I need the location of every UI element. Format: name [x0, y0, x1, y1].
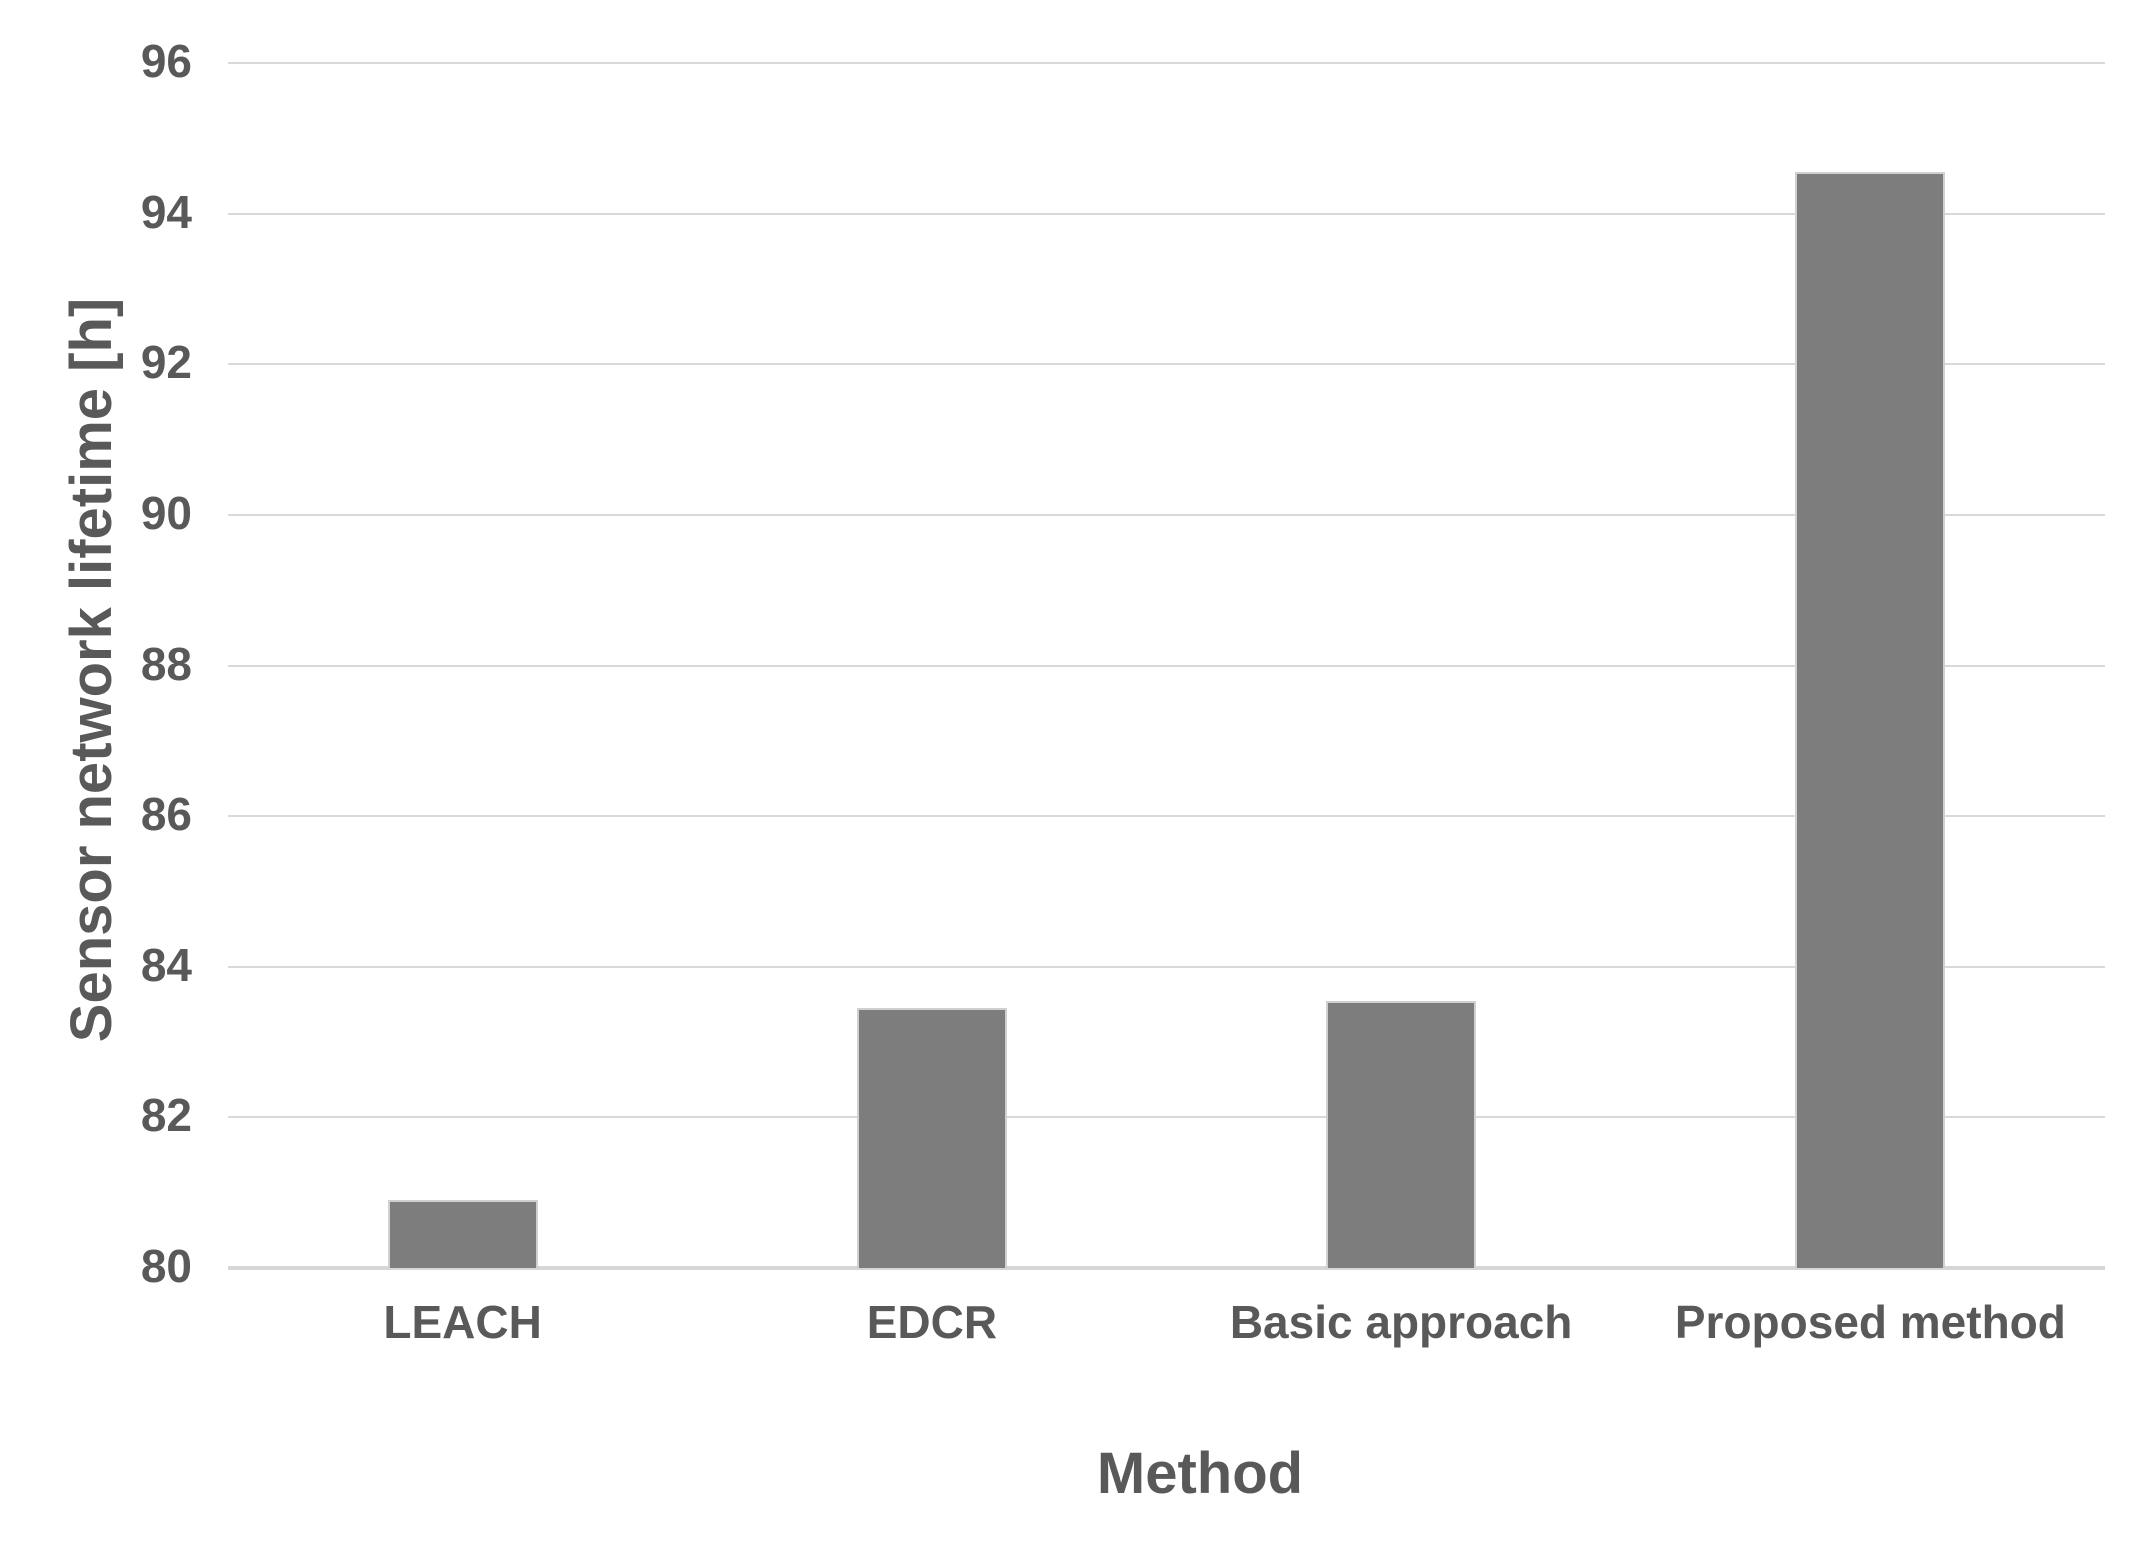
y-tick-label-94: 94	[140, 185, 192, 238]
y-tick-label-92: 92	[140, 336, 192, 389]
gridline-84	[228, 965, 2105, 968]
y-tick-label-90: 90	[140, 487, 192, 540]
bar-basic-approach	[1326, 1000, 1477, 1268]
gridline-90	[228, 513, 2105, 516]
x-category-label-proposed-method: Proposed method	[1674, 1296, 2066, 1348]
gridline-88	[228, 664, 2105, 667]
y-tick-label-82: 82	[140, 1089, 192, 1142]
y-tick-label-80: 80	[140, 1240, 192, 1293]
bar-proposed-method	[1795, 172, 1946, 1268]
gridline-82	[228, 1116, 2105, 1119]
x-category-label-basic-approach: Basic approach	[1229, 1296, 1573, 1348]
x-axis-title: Method	[1096, 1441, 1304, 1506]
y-tick-label-86: 86	[140, 788, 192, 841]
bar-leach	[387, 1200, 538, 1268]
bar-edcr	[856, 1008, 1007, 1268]
x-axis-line	[228, 1266, 2105, 1270]
y-axis-title: Sensor network lifetime [h]	[59, 297, 124, 1043]
gridline-96	[228, 62, 2105, 64]
x-category-label-leach: LEACH	[383, 1296, 542, 1348]
y-tick-label-88: 88	[140, 637, 192, 690]
gridline-92	[228, 363, 2105, 366]
x-category-label-edcr: EDCR	[866, 1296, 998, 1348]
y-tick-label-84: 84	[140, 938, 192, 991]
y-tick-label-96: 96	[140, 35, 192, 88]
gridline-94	[228, 212, 2105, 215]
gridline-86	[228, 815, 2105, 818]
